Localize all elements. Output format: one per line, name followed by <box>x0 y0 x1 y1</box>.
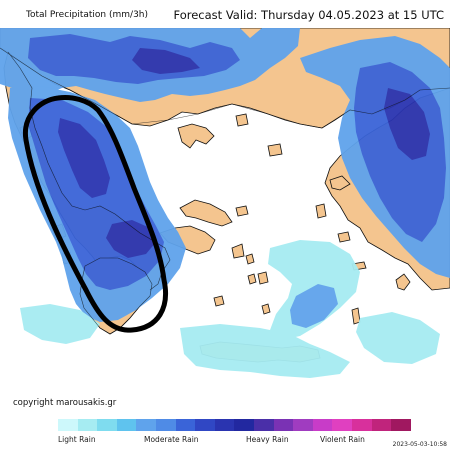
legend-swatch-10 <box>253 419 274 431</box>
precipitation-legend-bar <box>58 419 411 431</box>
land-naxos <box>257 271 269 285</box>
legend-swatch-2 <box>97 419 117 431</box>
land-thasos <box>235 113 249 127</box>
rain-area-west-heavy <box>58 118 110 198</box>
generated-timestamp: 2023-05-03-10:58 <box>392 441 447 448</box>
rain-area-west-heavy-2 <box>106 220 156 258</box>
legend-swatch-13 <box>312 419 333 431</box>
land-santorini <box>261 303 271 315</box>
legend-swatch-9 <box>234 419 254 431</box>
highlight-outline <box>22 95 168 333</box>
land-paros <box>247 273 257 285</box>
legend-swatch-8 <box>214 419 235 431</box>
rain-area-aegean-mid <box>290 284 338 328</box>
legend-swatch-12 <box>293 419 313 431</box>
land-andros <box>231 243 245 259</box>
rain-area-southwest <box>20 304 100 344</box>
land-tinos <box>245 253 255 265</box>
land-samos <box>337 231 351 243</box>
legend-label-light: Light Rain <box>58 435 96 444</box>
land-lemnos <box>267 143 283 157</box>
legend-swatch-0 <box>58 419 78 431</box>
map-title: Total Precipitation (mm/3h) <box>26 10 149 20</box>
forecast-valid-label: Forecast Valid: Thursday 04.05.2023 at 1… <box>173 8 445 22</box>
legend-swatch-1 <box>77 419 98 431</box>
legend-swatch-14 <box>332 419 352 431</box>
land-milos <box>213 295 225 307</box>
legend-swatch-11 <box>273 419 294 431</box>
land-chalkidiki <box>177 123 215 149</box>
rain-layer <box>0 28 450 378</box>
legend-label-heavy: Heavy Rain <box>246 435 289 444</box>
land-chios <box>315 203 327 219</box>
legend-label-moderate: Moderate Rain <box>144 435 199 444</box>
legend-swatch-4 <box>136 419 156 431</box>
land-lesvos <box>329 175 351 191</box>
land-rhodes <box>395 273 411 291</box>
rain-area-southeast <box>356 312 440 364</box>
land-evia <box>179 199 233 227</box>
map-svg <box>0 28 450 395</box>
rain-area-east-moderate <box>354 62 446 242</box>
rain-area-east-heavy <box>384 88 430 160</box>
legend-label-violent: Violent Rain <box>320 435 365 444</box>
map-header: Total Precipitation (mm/3h) Forecast Val… <box>0 0 450 28</box>
legend-swatch-3 <box>116 419 137 431</box>
land-skyros <box>235 205 249 217</box>
copyright-label: copyright marousakis.gr <box>13 398 117 408</box>
legend-swatch-7 <box>195 419 215 431</box>
legend-swatch-5 <box>155 419 176 431</box>
legend-swatch-6 <box>175 419 196 431</box>
legend-swatch-16 <box>371 419 392 431</box>
precipitation-map <box>0 28 450 395</box>
legend-swatch-17 <box>391 419 411 431</box>
legend-swatch-15 <box>351 419 372 431</box>
rain-area-south <box>180 324 350 378</box>
rain-area-north-heavy <box>132 48 200 74</box>
